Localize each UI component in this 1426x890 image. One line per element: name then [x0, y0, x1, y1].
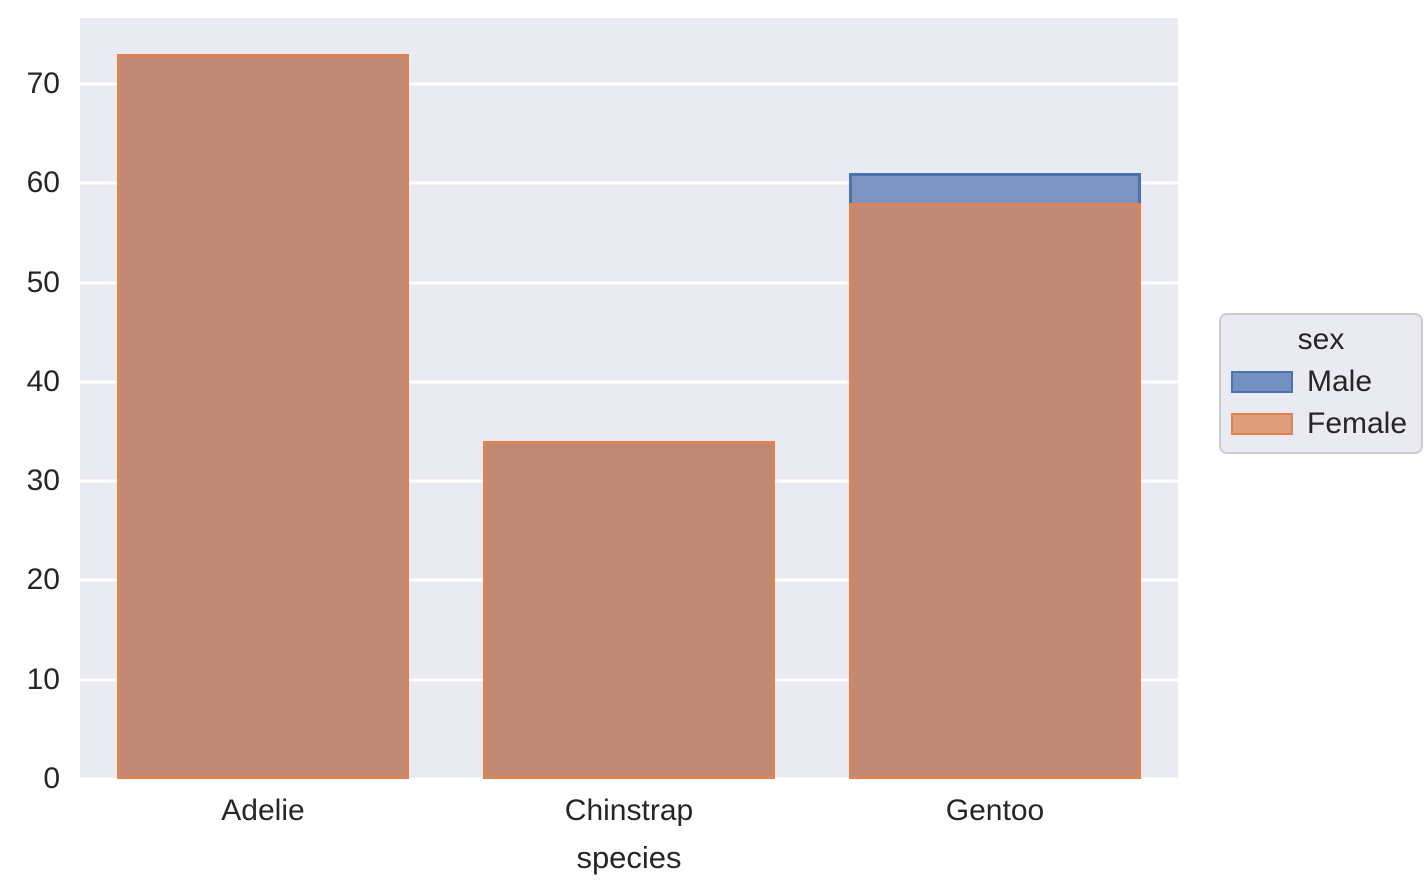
gridline: [80, 281, 1178, 285]
y-tick-label: 10: [26, 662, 60, 696]
legend-label-male: Male: [1307, 365, 1373, 398]
y-tick-label: 50: [26, 265, 60, 299]
bar-female-chinstrap: [482, 441, 776, 779]
gridline: [80, 181, 1178, 185]
y-tick-label: 40: [26, 364, 60, 398]
legend-row-female: Female: [1231, 407, 1411, 440]
gridline: [80, 380, 1178, 384]
bar-female-gentoo: [848, 203, 1142, 779]
bar-female-adelie: [116, 54, 410, 779]
x-axis-title: species: [576, 840, 682, 875]
category-label-adelie: Adelie: [221, 794, 305, 827]
legend-label-female: Female: [1307, 407, 1408, 440]
bar-group-gentoo: [812, 18, 1178, 779]
bar-group-adelie: [80, 18, 446, 779]
legend: sex Male Female: [1219, 313, 1423, 454]
gridline: [80, 82, 1178, 86]
category-label-chinstrap: Chinstrap: [564, 794, 694, 827]
legend-row-male: Male: [1231, 365, 1411, 398]
legend-title: sex: [1297, 323, 1345, 356]
y-tick-label: 0: [43, 762, 60, 795]
bar-group-chinstrap: [446, 18, 812, 779]
legend-swatch-male: [1231, 370, 1293, 393]
x-axis-labels: Adelie Chinstrap Gentoo: [80, 794, 1178, 827]
category-label-gentoo: Gentoo: [945, 794, 1045, 827]
y-tick-label: 60: [26, 166, 60, 200]
y-axis: 0 10 20 30 40 50 60 70: [0, 18, 60, 794]
y-tick-label: 20: [26, 563, 60, 597]
y-tick-label: 30: [26, 464, 60, 498]
legend-swatch-female: [1231, 412, 1293, 435]
plot-area: [80, 18, 1178, 779]
y-tick-label: 70: [26, 67, 60, 101]
legend-entries: Male Female: [1231, 365, 1411, 440]
